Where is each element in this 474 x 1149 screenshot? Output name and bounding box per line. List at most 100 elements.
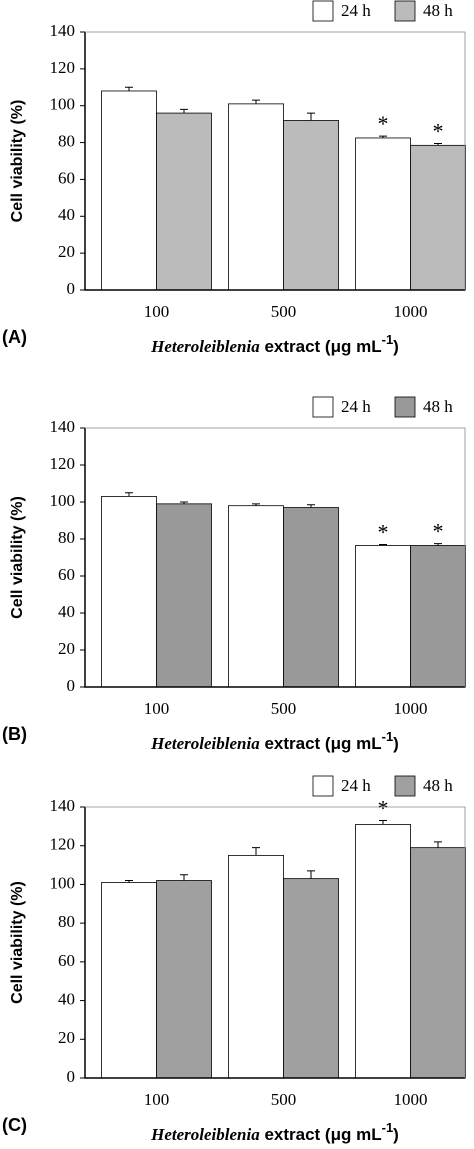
x-axis-label-text: extract (μg mL: [260, 1125, 382, 1144]
x-axis-label-end: ): [393, 337, 399, 356]
bar: [283, 507, 339, 688]
significance-marker: *: [378, 111, 389, 136]
plot-border: [85, 806, 466, 1078]
y-tick-label: 140: [50, 417, 76, 436]
error-bar: [307, 504, 315, 508]
y-tick-label: 20: [58, 242, 75, 261]
error-bar: [252, 847, 260, 856]
y-tick-label: 120: [50, 835, 76, 854]
panel-label: (A): [2, 327, 27, 347]
bar: [156, 112, 212, 291]
y-axis-label: Cell viability (%): [9, 100, 26, 223]
error-bar: [379, 135, 387, 138]
x-axis-label-italic: Heteroleiblenia: [150, 734, 260, 753]
significance-marker: *: [433, 519, 444, 544]
bar: [228, 505, 284, 688]
y-tick-label: 80: [58, 912, 75, 931]
error-bar: [434, 543, 442, 546]
y-tick-label: 100: [50, 873, 76, 892]
plot-border: [85, 427, 466, 687]
legend-swatch: [312, 0, 334, 22]
x-tick-label: 500: [271, 302, 297, 321]
y-tick-label: 120: [50, 454, 76, 473]
y-tick-label: 20: [58, 1028, 75, 1047]
error-bar: [125, 492, 133, 497]
y-tick-label: 40: [58, 602, 75, 621]
legend-swatch: [394, 0, 416, 22]
x-tick-label: 500: [271, 1090, 297, 1109]
bar: [410, 847, 466, 1079]
error-bar: [307, 870, 315, 879]
bar: [101, 90, 157, 291]
x-tick-label: 100: [144, 302, 170, 321]
error-bar: [307, 112, 315, 121]
x-axis-label-text: extract (μg mL: [260, 734, 382, 753]
y-tick-label: 100: [50, 95, 76, 114]
significance-marker: *: [433, 119, 444, 144]
x-axis-label-italic: Heteroleiblenia: [150, 1125, 260, 1144]
bar: [355, 824, 411, 1079]
x-tick-label: 100: [144, 1090, 170, 1109]
x-axis-label-end: ): [393, 1125, 399, 1144]
x-axis-label-italic: Heteroleiblenia: [150, 337, 260, 356]
y-tick-label: 60: [58, 565, 75, 584]
legend-label: 48 h: [423, 776, 453, 795]
legend-label: 24 h: [341, 776, 371, 795]
y-tick-label: 0: [67, 279, 76, 298]
legend-label: 24 h: [341, 1, 371, 20]
legend-swatch: [394, 775, 416, 797]
y-tick-label: 80: [58, 528, 75, 547]
axis-frame: [84, 428, 465, 688]
legend-label: 48 h: [423, 397, 453, 416]
x-axis-label: Heteroleiblenia extract (μg mL-1): [150, 729, 399, 753]
error-bar: [125, 880, 133, 883]
plot-border: [85, 31, 466, 290]
y-tick-label: 80: [58, 131, 75, 150]
error-bar: [379, 820, 387, 825]
bar: [410, 545, 466, 688]
error-bar: [180, 874, 188, 881]
axis-frame: [84, 32, 465, 291]
y-tick-label: 60: [58, 951, 75, 970]
x-axis-label-text: extract (μg mL: [260, 337, 382, 356]
significance-marker: *: [378, 520, 389, 545]
y-axis-label: Cell viability (%): [9, 881, 26, 1004]
y-tick-label: 40: [58, 989, 75, 1008]
axis-frame: [84, 807, 465, 1079]
x-tick-label: 1000: [394, 302, 428, 321]
y-tick-label: 100: [50, 491, 76, 510]
bar: [355, 137, 411, 291]
y-tick-label: 0: [67, 1067, 76, 1086]
bar: [156, 880, 212, 1079]
x-axis-label-sup: -1: [382, 729, 394, 744]
x-axis-label-sup: -1: [382, 1120, 394, 1135]
legend-label: 24 h: [341, 397, 371, 416]
bar: [101, 882, 157, 1079]
legend-label: 48 h: [423, 1, 453, 20]
error-bar: [434, 142, 442, 146]
x-axis-label-sup: -1: [382, 332, 394, 347]
x-axis-label: Heteroleiblenia extract (μg mL-1): [150, 1120, 399, 1144]
y-tick-label: 120: [50, 58, 76, 77]
x-axis-label-end: ): [393, 734, 399, 753]
x-axis-label: Heteroleiblenia extract (μg mL-1): [150, 332, 399, 356]
error-bar: [379, 544, 387, 546]
panel-label: (C): [2, 1115, 27, 1135]
y-axis-label: Cell viability (%): [9, 496, 26, 619]
y-tick-label: 40: [58, 205, 75, 224]
bar: [410, 144, 466, 291]
bar: [283, 120, 339, 291]
x-tick-label: 500: [271, 699, 297, 718]
y-tick-label: 0: [67, 676, 76, 695]
y-tick-label: 140: [50, 796, 76, 815]
significance-marker: *: [378, 796, 389, 821]
x-tick-label: 100: [144, 699, 170, 718]
legend-swatch: [394, 396, 416, 418]
y-tick-label: 140: [50, 21, 76, 40]
y-tick-label: 60: [58, 168, 75, 187]
x-tick-label: 1000: [394, 1090, 428, 1109]
bar: [228, 854, 284, 1079]
error-bar: [252, 503, 260, 506]
y-tick-label: 20: [58, 639, 75, 658]
